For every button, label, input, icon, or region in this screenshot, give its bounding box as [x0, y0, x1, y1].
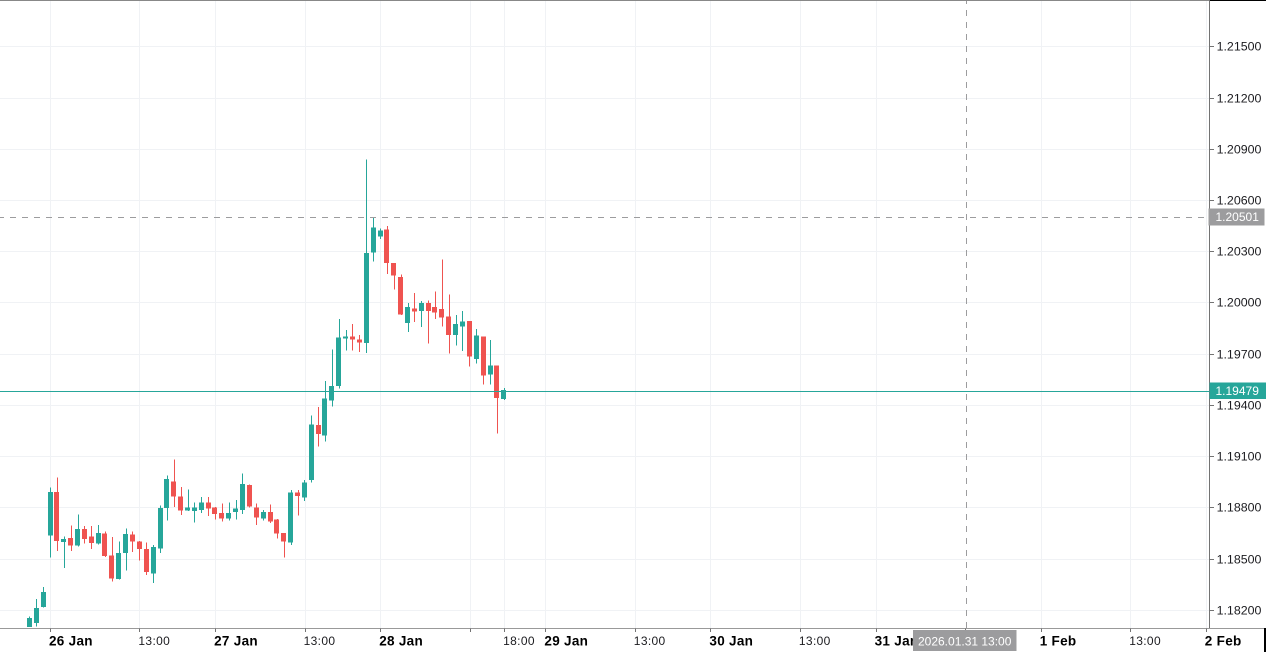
- svg-text:1.20600: 1.20600: [1217, 194, 1262, 208]
- svg-text:13:00: 13:00: [138, 634, 170, 648]
- svg-text:27 Jan: 27 Jan: [214, 634, 258, 649]
- svg-text:1.20300: 1.20300: [1217, 245, 1262, 259]
- svg-text:1.18200: 1.18200: [1217, 604, 1262, 618]
- svg-text:1.20900: 1.20900: [1217, 143, 1262, 157]
- svg-text:13:00: 13:00: [799, 634, 831, 648]
- svg-text:1.18500: 1.18500: [1217, 553, 1262, 567]
- svg-text:18:00: 18:00: [503, 634, 535, 648]
- svg-text:2 Feb: 2 Feb: [1205, 634, 1242, 649]
- svg-text:29 Jan: 29 Jan: [544, 634, 588, 649]
- svg-text:31 Jan: 31 Jan: [875, 634, 919, 649]
- svg-text:1 Feb: 1 Feb: [1040, 634, 1077, 649]
- svg-text:13:00: 13:00: [1129, 634, 1161, 648]
- svg-text:1.20000: 1.20000: [1217, 296, 1262, 310]
- svg-text:1.21500: 1.21500: [1217, 40, 1262, 54]
- svg-text:1.19479: 1.19479: [1216, 384, 1260, 398]
- svg-text:2026.01.31 13:00: 2026.01.31 13:00: [918, 635, 1012, 649]
- svg-text:13:00: 13:00: [634, 634, 666, 648]
- svg-text:13:00: 13:00: [304, 634, 336, 648]
- svg-text:26 Jan: 26 Jan: [49, 634, 93, 649]
- svg-text:1.20501: 1.20501: [1216, 210, 1260, 224]
- svg-text:28 Jan: 28 Jan: [379, 634, 423, 649]
- svg-text:1.21200: 1.21200: [1217, 92, 1262, 106]
- svg-text:1.19700: 1.19700: [1217, 348, 1262, 362]
- svg-text:1.19100: 1.19100: [1217, 450, 1262, 464]
- svg-text:1.18800: 1.18800: [1217, 501, 1262, 515]
- svg-text:1.19400: 1.19400: [1217, 399, 1262, 413]
- svg-text:30 Jan: 30 Jan: [709, 634, 753, 649]
